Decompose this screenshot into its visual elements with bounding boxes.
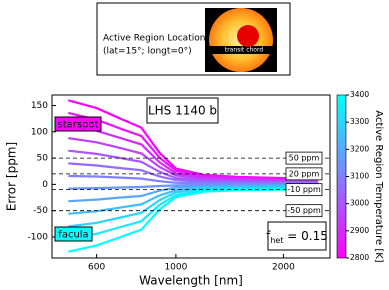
transit-chord	[205, 46, 277, 54]
fhet-symbol: f	[266, 229, 271, 243]
reference-label: -10 ppm	[287, 185, 321, 194]
colorbar-tick-label: 3200	[350, 144, 369, 153]
x-tick-label: 600	[88, 263, 105, 273]
reference-label: -50 ppm	[287, 206, 321, 215]
inset-title: Active Region Location:	[103, 34, 208, 44]
reference-label-box	[285, 183, 323, 197]
inset-subtitle: (lat=15°; longt=0°)	[103, 47, 192, 57]
colorbar-tick-label: 2800	[350, 253, 369, 262]
y-tick-label: 150	[31, 101, 48, 111]
reference-label: 20 ppm	[289, 169, 320, 178]
x-axis-label: Wavelength [nm]	[139, 274, 243, 288]
y-tick-label: -50	[33, 206, 48, 216]
series-line	[68, 187, 319, 253]
active-region	[237, 25, 259, 47]
annotation-box	[267, 221, 327, 251]
colorbar-tick-label: 3300	[350, 117, 369, 126]
fhet-label: fhet = 0.15	[266, 229, 328, 246]
plot-frame	[51, 94, 331, 259]
reference-label-box	[285, 151, 323, 165]
annotation-box	[54, 226, 93, 242]
colorbar-tick-label: 3400	[350, 90, 369, 99]
y-tick-label: 100	[31, 127, 48, 137]
fhet-subscript: het	[270, 236, 283, 245]
series-line	[68, 162, 319, 184]
annotation-box	[146, 97, 219, 124]
colorbar-tick-label: 3100	[350, 172, 369, 181]
reference-label: 50 ppm	[289, 154, 320, 163]
annotation: facula	[58, 230, 88, 241]
colorbar-tick-label: 3000	[350, 199, 369, 208]
y-tick-label: 0	[42, 180, 48, 190]
x-tick-label: 1000	[164, 263, 187, 273]
colorbar-tick-label: 2900	[350, 226, 369, 235]
planet-label: LHS 1140 b	[148, 104, 217, 118]
y-axis-label: Error [ppm]	[5, 142, 19, 211]
colorbar-label: Active Region Temperature [K]	[373, 110, 384, 263]
annotation: starspot	[58, 120, 99, 131]
y-tick-label: -100	[28, 232, 49, 242]
reference-label-box	[285, 204, 323, 218]
reference-label-box	[285, 167, 323, 181]
colorbar	[336, 94, 347, 259]
fhet-text: = 0.15	[283, 229, 327, 243]
y-tick-label: 50	[37, 154, 49, 164]
chord-label: transit chord	[225, 47, 263, 54]
x-tick-label: 2000	[272, 263, 295, 273]
annotation-box	[54, 116, 102, 132]
